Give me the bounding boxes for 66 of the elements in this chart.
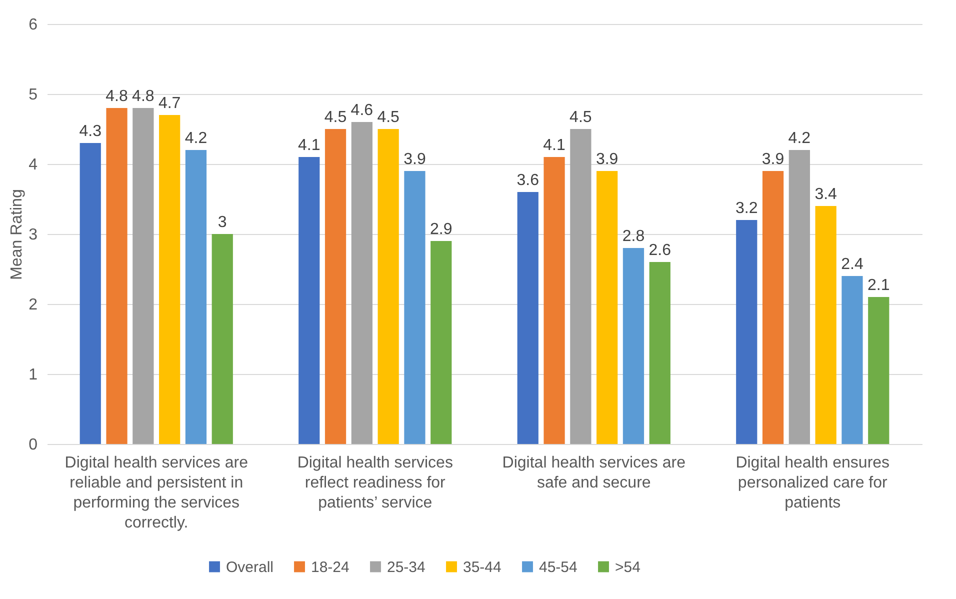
x-tick-label: Digital health ensures personalized care for patients [736,454,890,512]
bar [815,206,836,444]
data-label: 2.1 [868,277,890,294]
data-label: 4.5 [570,109,592,126]
bar [80,143,101,444]
y-tick-label: 5 [28,86,38,104]
legend-label: 25-34 [387,558,426,576]
y-tick-label: 4 [28,156,38,174]
data-label: 3.4 [814,186,838,203]
data-label: 4.8 [132,88,154,105]
bar [132,108,154,444]
x-tick-label: Digital health services reflect readiness for patients’ service [297,454,453,512]
bar [324,129,346,444]
bar [159,115,180,444]
legend-label: 35-44 [463,558,502,576]
bar [842,276,863,444]
data-label: 2.9 [430,221,452,238]
bar [762,171,784,444]
data-label: 4.3 [79,123,102,140]
y-tick-label: 6 [28,16,38,34]
bar [649,262,670,444]
data-label: 4.8 [106,88,128,105]
data-label: 4.2 [788,130,811,147]
data-label: 4.1 [298,137,320,154]
data-label: 3.9 [596,151,618,168]
bar [517,192,538,444]
data-label: 3 [218,214,227,231]
data-label: 2.8 [622,228,645,245]
data-label: 3.9 [762,151,784,168]
y-axis-title: Mean Rating [8,189,26,280]
y-tick-label: 0 [28,436,38,454]
data-label: 4.7 [158,95,181,112]
x-tick-label: Digital health services are reliable and persistent in performing the services correctly. [64,454,248,532]
bar [106,108,128,444]
bar [570,129,592,444]
bar [596,171,618,444]
bar [378,129,399,444]
bar [404,171,426,444]
x-tick-label: Digital health services are safe and secure [502,454,686,492]
bar [544,157,565,444]
data-label: 4.2 [184,130,208,147]
data-label: 2.4 [841,256,864,273]
y-tick-label: 3 [28,226,38,244]
bar [430,241,452,444]
bar [185,150,207,444]
bar [622,248,644,444]
legend-label: 45-54 [539,558,578,576]
data-label: 3.6 [516,172,540,189]
data-label: 4.1 [543,137,566,154]
data-label: 4.6 [350,102,374,119]
data-label: 3.9 [404,151,426,168]
data-label: 4.5 [324,109,347,126]
bar [351,122,372,444]
bar [212,234,233,444]
bar [868,297,890,444]
data-label: 3.2 [736,200,758,217]
legend-label: 18-24 [311,558,350,576]
data-label: 4.5 [377,109,400,126]
bar [298,157,320,444]
bar [788,150,810,444]
data-label: 2.6 [648,242,672,259]
bar [736,220,758,444]
y-tick-label: 2 [28,296,38,314]
legend-label: >54 [615,558,640,576]
legend-label: Overall [226,558,274,576]
y-tick-label: 1 [28,366,38,384]
